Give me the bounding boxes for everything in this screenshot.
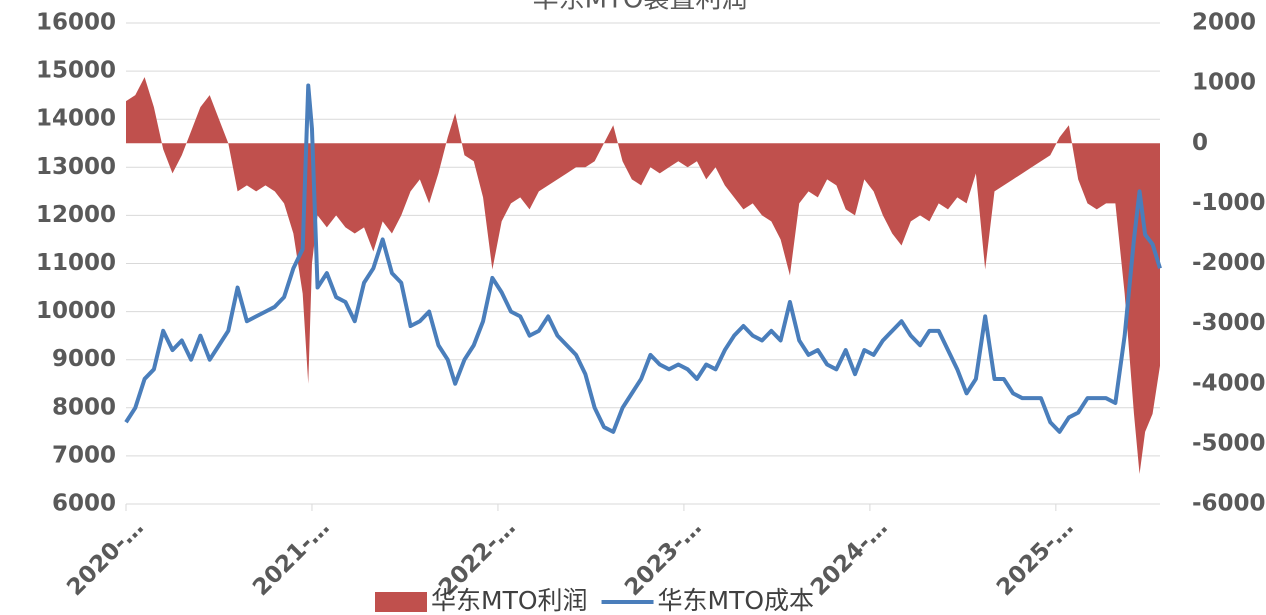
x-tick-label: 2020-…: [62, 514, 149, 601]
legend-swatch: [375, 592, 427, 612]
y2-tick-label: -1000: [1192, 190, 1266, 216]
y2-tick-label: 0: [1192, 130, 1208, 156]
legend-label: 华东MTO利润: [431, 586, 588, 615]
y-tick-label: 7000: [52, 442, 116, 468]
y-tick-label: 15000: [36, 58, 116, 84]
y2-tick-label: -2000: [1192, 250, 1266, 276]
y-tick-label: 8000: [52, 394, 116, 420]
y2-tick-label: -3000: [1192, 310, 1266, 336]
y-tick-label: 14000: [36, 106, 116, 132]
y-tick-label: 13000: [36, 154, 116, 180]
x-tick-label: 2024-…: [806, 514, 893, 601]
y-tick-label: 10000: [36, 298, 116, 324]
y-tick-label: 6000: [52, 491, 116, 517]
y2-tick-label: 2000: [1192, 10, 1256, 36]
y2-tick-label: -5000: [1192, 430, 1266, 456]
y-tick-label: 9000: [52, 346, 116, 372]
x-tick-label: 2021-…: [248, 514, 335, 601]
y2-tick-label: -6000: [1192, 491, 1266, 517]
y-tick-label: 12000: [36, 202, 116, 228]
x-tick-label: 2025-…: [992, 514, 1079, 601]
y2-tick-label: 1000: [1192, 70, 1256, 96]
y-tick-label: 11000: [36, 250, 116, 276]
chart-title: 华东MTO装置利润: [533, 0, 748, 15]
y-tick-label: 16000: [36, 10, 116, 36]
legend-label: 华东MTO成本: [658, 586, 815, 615]
y2-tick-label: -4000: [1192, 370, 1266, 396]
cost-line: [124, 83, 1162, 434]
profit-area: [126, 77, 1160, 474]
